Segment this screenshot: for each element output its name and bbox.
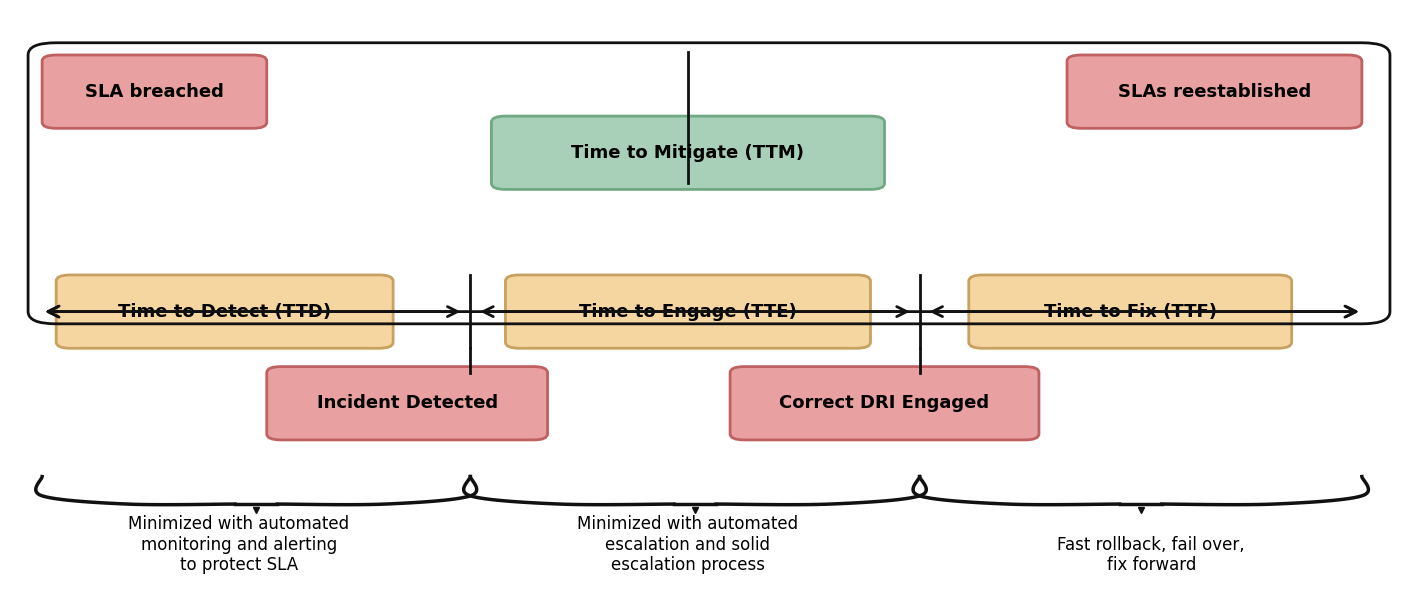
Text: Minimized with automated
escalation and solid
escalation process: Minimized with automated escalation and … [577,514,799,574]
FancyBboxPatch shape [42,55,267,128]
FancyBboxPatch shape [56,275,393,348]
Text: Time to Fix (TTF): Time to Fix (TTF) [1043,302,1217,321]
Text: Time to Detect (TTD): Time to Detect (TTD) [118,302,331,321]
Text: SLA breached: SLA breached [86,82,223,101]
Text: Fast rollback, fail over,
fix forward: Fast rollback, fail over, fix forward [1057,535,1245,574]
FancyBboxPatch shape [1067,55,1362,128]
Text: Correct DRI Engaged: Correct DRI Engaged [779,394,990,412]
FancyBboxPatch shape [730,367,1039,440]
Text: Incident Detected: Incident Detected [316,394,498,412]
FancyBboxPatch shape [491,116,885,189]
Text: Minimized with automated
monitoring and alerting
to protect SLA: Minimized with automated monitoring and … [128,514,350,574]
FancyBboxPatch shape [969,275,1292,348]
Text: SLAs reestablished: SLAs reestablished [1118,82,1311,101]
Text: Time to Engage (TTE): Time to Engage (TTE) [578,302,797,321]
FancyBboxPatch shape [267,367,548,440]
Text: Time to Mitigate (TTM): Time to Mitigate (TTM) [571,144,804,162]
FancyBboxPatch shape [505,275,870,348]
